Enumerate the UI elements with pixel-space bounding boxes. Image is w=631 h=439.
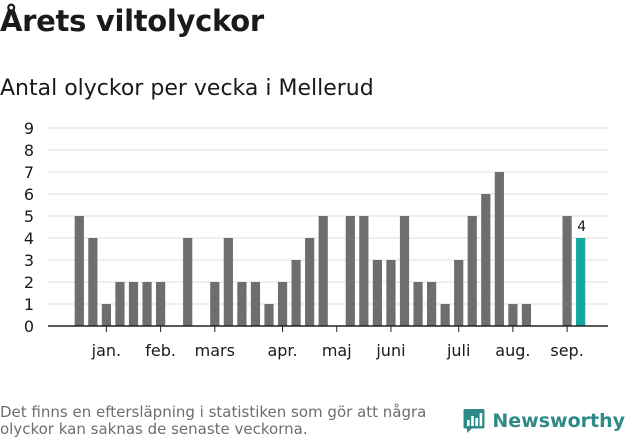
chart-subtitle: Antal olyckor per vecka i Mellerud — [0, 76, 374, 101]
brand-name: Newsworthy — [492, 410, 625, 432]
x-tick-label: aug. — [495, 341, 530, 360]
bar — [467, 216, 477, 326]
bar — [250, 282, 261, 326]
bar — [74, 216, 84, 326]
y-tick-label: 6 — [24, 185, 34, 204]
bar — [115, 282, 125, 326]
bar — [210, 282, 220, 326]
bar — [264, 304, 274, 326]
bar — [372, 260, 382, 326]
y-tick-label: 0 — [24, 317, 34, 336]
x-tick-label: juli — [446, 341, 470, 360]
x-tick-label: juni — [375, 341, 405, 360]
bar — [494, 172, 504, 326]
bar — [359, 216, 369, 326]
x-tick-label: sep. — [550, 341, 583, 360]
x-tick-label: mars — [195, 341, 235, 360]
bar — [128, 282, 139, 326]
footnote: Det finns en eftersläpning i statistiken… — [0, 403, 427, 438]
y-tick-label: 2 — [24, 273, 34, 292]
bar — [183, 238, 193, 326]
bar — [454, 260, 464, 326]
x-tick-label: feb. — [145, 341, 176, 360]
bar — [277, 282, 288, 326]
bar — [291, 260, 301, 326]
y-tick-label: 9 — [24, 119, 34, 138]
y-tick-label: 1 — [24, 295, 34, 314]
x-tick-label: maj — [322, 341, 352, 360]
bar — [101, 304, 111, 326]
bar-highlight — [576, 238, 586, 326]
y-tick-label: 4 — [24, 229, 34, 248]
bar — [142, 282, 152, 326]
bar — [88, 238, 98, 326]
y-tick-label: 8 — [24, 141, 34, 160]
y-tick-label: 7 — [24, 163, 34, 182]
bar — [223, 238, 233, 326]
bar — [413, 282, 423, 326]
data-label: 4 — [577, 219, 586, 235]
bar — [562, 216, 572, 326]
bar — [440, 304, 450, 326]
bar — [508, 304, 518, 326]
bar — [399, 216, 410, 326]
newsworthy-logo-icon — [463, 409, 485, 433]
bar — [386, 260, 396, 326]
chart-title: Årets viltolyckor — [0, 4, 264, 38]
x-tick-label: jan. — [91, 341, 121, 360]
bar — [345, 216, 355, 326]
y-tick-label: 3 — [24, 251, 34, 270]
bar — [521, 304, 532, 326]
y-tick-label: 5 — [24, 207, 34, 226]
x-tick-label: apr. — [267, 341, 297, 360]
bar — [427, 282, 437, 326]
bar — [481, 194, 491, 326]
bar — [237, 282, 247, 326]
bar-chart: 0 1 2 3 4 5 6 7 8 9 4 jan. feb. mars apr. maj juni juli au… — [24, 119, 608, 360]
brand-logo[interactable]: Newsworthy — [463, 408, 625, 434]
bar — [318, 216, 328, 326]
bar — [305, 238, 315, 326]
bar — [156, 282, 166, 326]
